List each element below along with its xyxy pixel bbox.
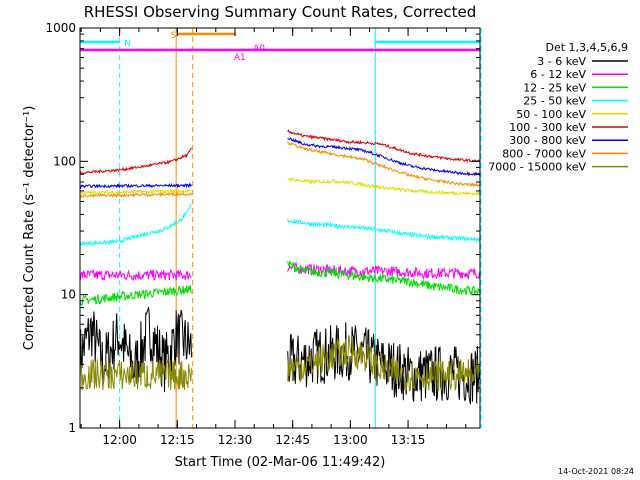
plot-frame	[79, 27, 481, 429]
series-line-4-before	[79, 187, 192, 196]
legend-label-7: 800 - 7000 keV	[502, 147, 586, 160]
series-line-8-after	[287, 335, 480, 392]
series-line-7-after	[287, 141, 480, 187]
series-line-6-before	[79, 182, 192, 190]
flag-label-S: S	[170, 31, 176, 41]
legend-label-2: 12 - 25 keV	[523, 81, 586, 94]
series-line-3-before	[79, 203, 192, 247]
legend-label-3: 25 - 50 keV	[523, 95, 586, 108]
series-line-5-after	[287, 128, 480, 164]
flag-label-N: N	[124, 39, 131, 49]
x-tick-label-5: 13:15	[391, 433, 426, 447]
chart-title: RHESSI Observing Summary Count Rates, Co…	[84, 3, 477, 21]
legend-label-0: 3 - 6 keV	[537, 55, 586, 68]
legend-label-8: 7000 - 15000 keV	[488, 161, 586, 174]
series-line-1-before	[79, 268, 192, 282]
y-tick-label-1: 10	[61, 288, 76, 302]
axes: 12:00 12:15 12:30 12:45 13:00 13:15 1 10 100 1000	[45, 21, 480, 447]
series-line-4-after	[287, 176, 480, 197]
legend-label-5: 100 - 300 keV	[509, 121, 586, 134]
legend-header: Det 1,3,4,5,6,9	[545, 41, 628, 54]
series-line-2-before	[79, 284, 192, 306]
flag-label-A0: A0	[253, 44, 265, 54]
x-tick-label-3: 12:45	[275, 433, 310, 447]
legend-label-6: 300 - 800 keV	[509, 134, 586, 147]
series-line-8-before	[79, 359, 192, 391]
y-axis-label: Corrected Count Rate (s⁻¹ detector⁻¹)	[22, 106, 37, 351]
flag-label-A1: A1	[234, 53, 246, 63]
series-line-0-after	[287, 322, 480, 405]
x-tick-label-1: 12:15	[160, 433, 195, 447]
legend-label-1: 6 - 12 keV	[530, 68, 586, 81]
series-line-6-after	[287, 137, 480, 177]
x-tick-label-2: 12:30	[218, 433, 253, 447]
x-axis-label: Start Time (02-Mar-06 11:49:42)	[175, 455, 386, 470]
y-tick-label-3: 1000	[45, 21, 76, 35]
y-tick-label-2: 100	[53, 154, 76, 168]
series-line-3-after	[287, 218, 480, 243]
series-line-0-before	[79, 306, 192, 393]
plot-area: N S A1 A0	[79, 28, 482, 428]
x-tick-label-4: 13:00	[333, 433, 368, 447]
x-tick-label-0: 12:00	[102, 433, 137, 447]
series-line-7-before	[79, 191, 192, 199]
y-tick-label-0: 1	[68, 421, 76, 435]
date-stamp: 14-Oct-2021 08:24	[558, 467, 634, 476]
series-line-2-after	[287, 260, 480, 296]
series-line-5-before	[79, 147, 192, 175]
legend-label-4: 50 - 100 keV	[516, 108, 586, 121]
